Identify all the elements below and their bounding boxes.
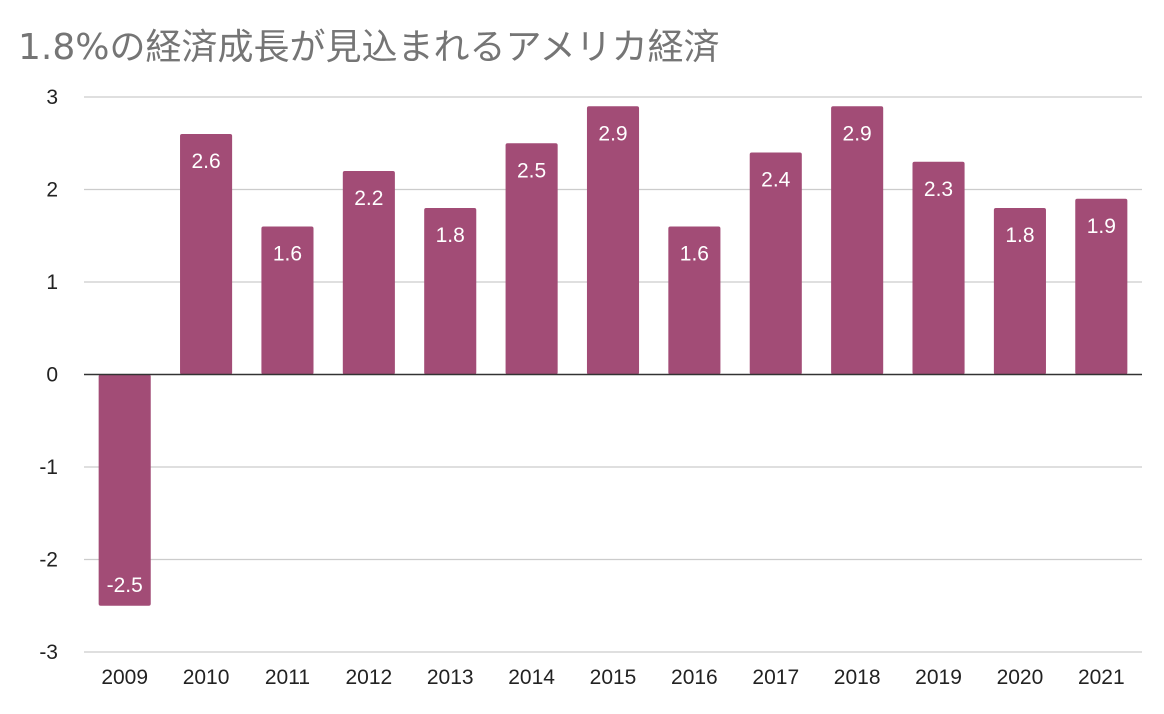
- y-tick-label: 0: [46, 364, 58, 387]
- x-tick-label: 2021: [1078, 666, 1125, 689]
- data-label: 2.4: [761, 169, 791, 192]
- data-labels: -2.5 2.6 1.6 2.2 1.8 2.5 2.9 1.6 2.4 2.9 2.3 1.8 1.9: [107, 122, 1116, 597]
- bar: [993, 208, 1046, 375]
- y-axis-tick-labels: 3 2 1 0 -1 -2 -3: [39, 86, 58, 664]
- bar: [424, 208, 477, 375]
- x-tick-label: 2016: [671, 666, 718, 689]
- bar: [98, 374, 151, 606]
- y-tick-label: -3: [39, 641, 58, 664]
- x-tick-label: 2011: [265, 666, 310, 689]
- bar: [831, 106, 884, 375]
- x-tick-label: 2014: [508, 666, 555, 689]
- chart-title: 1.8%の経済成長が見込まれるアメリカ経済: [18, 27, 720, 68]
- data-label: 1.6: [273, 243, 302, 266]
- x-tick-label: 2013: [427, 666, 474, 689]
- bar: [1075, 198, 1128, 375]
- x-tick-label: 2015: [590, 666, 637, 689]
- y-tick-label: -1: [39, 456, 58, 479]
- bar: [912, 161, 965, 375]
- data-label: 1.6: [680, 243, 709, 266]
- y-tick-label: -2: [39, 549, 58, 572]
- x-tick-label: 2012: [345, 666, 392, 689]
- bar: [505, 143, 558, 375]
- bars: [98, 106, 1128, 606]
- x-tick-label: 2010: [183, 666, 230, 689]
- data-label: 2.9: [843, 122, 872, 145]
- data-label: 2.6: [191, 150, 220, 173]
- x-tick-label: 2019: [915, 666, 962, 689]
- data-label: 2.3: [924, 178, 953, 201]
- bar: [586, 106, 640, 375]
- bar: [668, 226, 721, 375]
- data-label: 1.8: [1005, 224, 1034, 247]
- bar: [180, 134, 233, 375]
- x-axis-tick-labels: 2009 2010 2011 2012 2013 2014 2015 2016 2017 2018…: [101, 666, 1124, 689]
- x-tick-label: 2017: [752, 666, 799, 689]
- data-label: 2.2: [354, 187, 383, 210]
- data-label: 2.5: [517, 159, 546, 182]
- bar: [749, 152, 802, 375]
- x-tick-label: 2009: [101, 666, 148, 689]
- data-label: 1.9: [1087, 215, 1116, 238]
- data-label: -2.5: [107, 574, 143, 597]
- y-tick-label: 1: [46, 271, 58, 294]
- x-tick-label: 2020: [997, 666, 1044, 689]
- y-tick-label: 2: [46, 179, 58, 202]
- x-tick-label: 2018: [834, 666, 881, 689]
- data-label: 2.9: [598, 122, 627, 145]
- y-tick-label: 3: [46, 86, 58, 109]
- data-label: 1.8: [436, 224, 465, 247]
- bar: [261, 226, 314, 375]
- bar: [342, 171, 395, 375]
